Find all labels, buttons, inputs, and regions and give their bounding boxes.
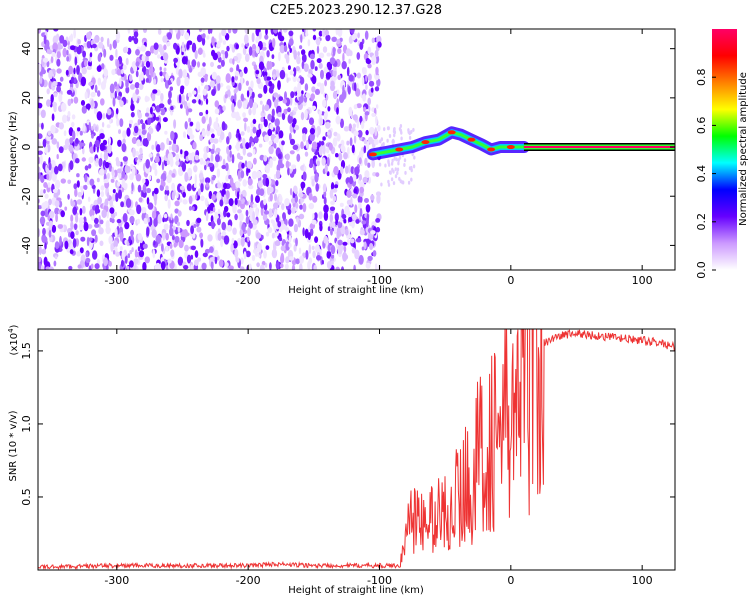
colorbar-tick-label: 0.8 bbox=[695, 68, 708, 86]
signal-track-peak bbox=[467, 137, 476, 142]
snr-plot-area bbox=[38, 329, 675, 570]
signal-track-peak bbox=[447, 130, 456, 135]
x-tick-label: 0 bbox=[507, 574, 514, 587]
x-tick-label: 100 bbox=[632, 274, 653, 287]
spectrogram-x-axis: -300 -200 -100 0 100 bbox=[104, 29, 653, 287]
y-tick-label: 1.5 bbox=[20, 342, 33, 360]
y-tick-label: 20 bbox=[20, 91, 33, 105]
y-tick-label: -40 bbox=[20, 236, 33, 254]
snr-x-label: Height of straight line (km) bbox=[288, 585, 424, 596]
y-tick-label: 0 bbox=[20, 144, 33, 151]
x-tick-label: -100 bbox=[367, 274, 392, 287]
x-tick-label: -200 bbox=[236, 274, 261, 287]
snr-scale-close: ) bbox=[9, 324, 20, 328]
spectrogram-y-label: Frequency (Hz) bbox=[8, 111, 19, 187]
spectrogram-x-label: Height of straight line (km) bbox=[288, 285, 424, 296]
x-tick-label: -300 bbox=[104, 574, 129, 587]
colorbar-tick-label: 0.0 bbox=[695, 261, 708, 279]
x-tick-label: -300 bbox=[104, 274, 129, 287]
spectrogram-plot-area bbox=[38, 29, 675, 270]
signal-track-peak bbox=[421, 140, 430, 145]
colorbar-tick-label: 0.6 bbox=[695, 117, 708, 134]
spectrogram-frame bbox=[37, 28, 676, 271]
noise-region bbox=[38, 29, 416, 270]
snr-scale-base: (x10 bbox=[9, 333, 20, 356]
snr-scale-label: (x104) bbox=[7, 324, 20, 355]
y-tick-label: 1.0 bbox=[20, 415, 33, 433]
spectrogram-y-axis: -40 -20 0 20 40 bbox=[20, 42, 675, 254]
x-tick-label: -200 bbox=[236, 574, 261, 587]
signal-track-peak bbox=[368, 152, 377, 157]
x-tick-label: 0 bbox=[507, 274, 514, 287]
snr-y-label: SNR (10 * v/v) bbox=[8, 410, 19, 481]
signal-track-peak bbox=[487, 147, 496, 152]
signal-track-peak bbox=[395, 147, 404, 152]
x-tick-label: 100 bbox=[632, 574, 653, 587]
figure-title: C2E5.2023.290.12.37.G28 bbox=[270, 3, 442, 18]
colorbar-gradient bbox=[712, 29, 737, 270]
colorbar-tick-label: 0.4 bbox=[695, 165, 708, 183]
colorbar-axis: 0.0 0.2 0.4 0.6 0.8 bbox=[695, 68, 716, 279]
snr-series-line bbox=[38, 329, 675, 570]
x-tick-label: -100 bbox=[367, 574, 392, 587]
y-tick-label: 0.5 bbox=[20, 488, 33, 506]
signal-track-peak bbox=[506, 145, 515, 150]
snr-scale-exp: 4 bbox=[7, 328, 15, 333]
snr-panel: -300 -200 -100 0 100 0.5 1.0 1.5 Height of str… bbox=[7, 324, 676, 596]
colorbar-tick-label: 0.2 bbox=[695, 213, 708, 231]
snr-frame bbox=[37, 328, 676, 571]
colorbar: 0.0 0.2 0.4 0.6 0.8 Normalized spectral ampl… bbox=[695, 29, 749, 279]
y-tick-label: -20 bbox=[20, 187, 33, 205]
y-tick-label: 40 bbox=[20, 42, 33, 56]
colorbar-label: Normalized spectral amplitude bbox=[738, 72, 749, 226]
snr-y-axis: 0.5 1.0 1.5 bbox=[20, 342, 675, 506]
snr-x-axis: -300 -200 -100 0 100 bbox=[104, 329, 653, 587]
